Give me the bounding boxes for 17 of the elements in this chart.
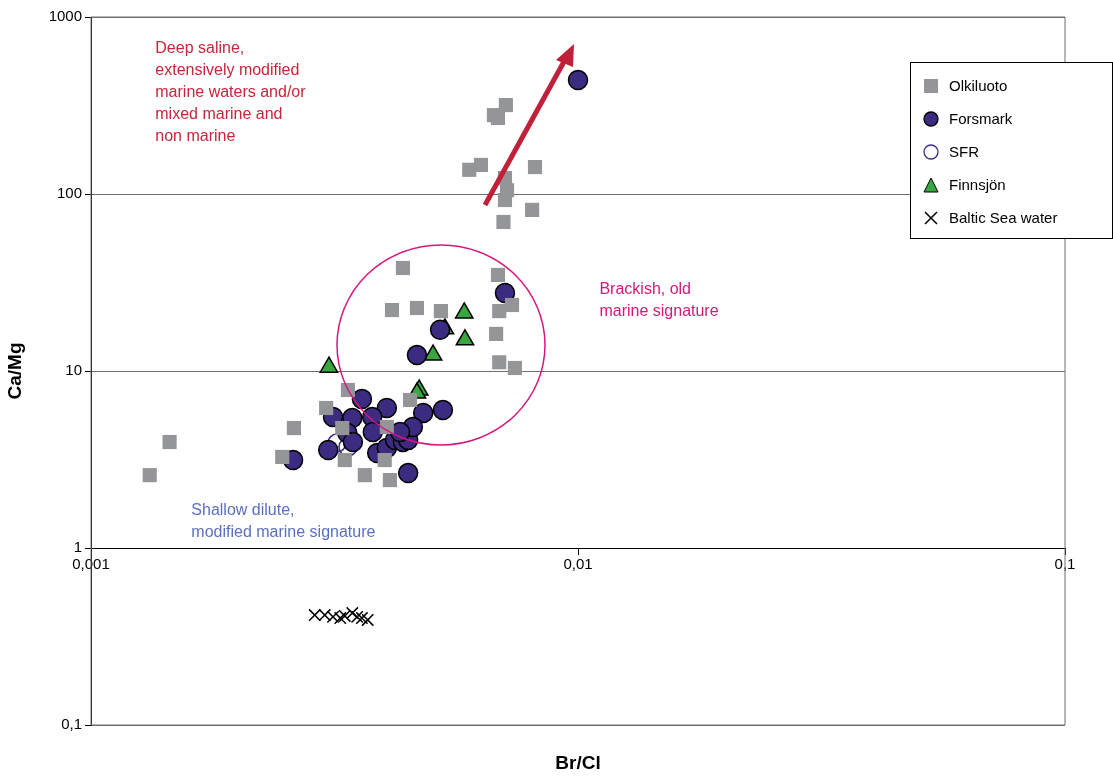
annotation: Brackish, old marine signature (599, 280, 719, 320)
y-axis-title: Ca/Mg (3, 342, 25, 400)
legend-label: Finnsjön (949, 176, 1006, 193)
x-tick-label: 0,01 (563, 555, 593, 573)
legend-label: Forsmark (949, 110, 1013, 127)
y-tick-label: 1000 (48, 7, 82, 25)
y-tick-label: 0,1 (61, 715, 82, 733)
y-tick-label: 1 (73, 538, 82, 556)
x-axis-title: Br/Cl (554, 752, 602, 774)
annotation: Shallow dilute, modified marine signature (191, 501, 376, 541)
legend-label: Baltic Sea water (949, 209, 1058, 226)
y-tick-label: 10 (65, 361, 82, 379)
annotation: Deep saline, extensively modified marine waters and/or mixed marine and non marine (155, 39, 307, 145)
legend-label: Olkiluoto (949, 77, 1008, 94)
x-tick-label: 0,1 (1054, 555, 1076, 573)
y-tick-label: 100 (56, 184, 82, 202)
legend-label: SFR (949, 143, 979, 160)
